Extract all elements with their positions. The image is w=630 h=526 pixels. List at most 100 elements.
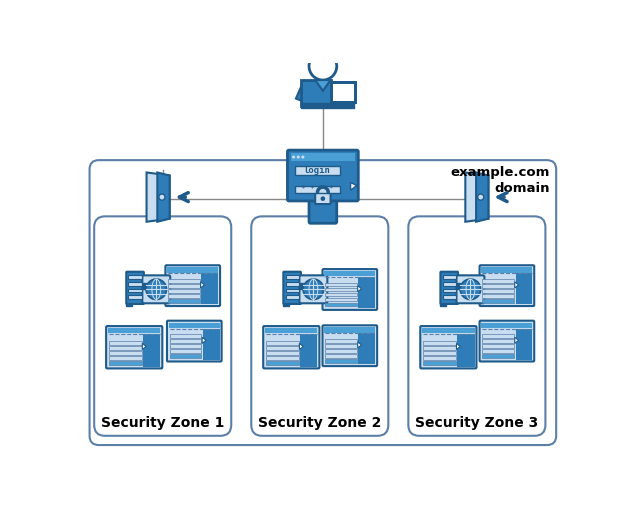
FancyBboxPatch shape (443, 276, 456, 279)
FancyBboxPatch shape (109, 346, 142, 350)
FancyBboxPatch shape (169, 354, 202, 358)
FancyBboxPatch shape (143, 282, 146, 289)
Polygon shape (457, 343, 461, 350)
FancyBboxPatch shape (126, 272, 144, 304)
Polygon shape (358, 342, 362, 348)
FancyBboxPatch shape (284, 272, 301, 304)
FancyBboxPatch shape (266, 346, 299, 350)
FancyBboxPatch shape (169, 344, 202, 348)
FancyBboxPatch shape (325, 302, 357, 307)
FancyBboxPatch shape (309, 171, 336, 223)
FancyBboxPatch shape (325, 354, 357, 358)
FancyBboxPatch shape (108, 328, 161, 333)
FancyBboxPatch shape (482, 339, 514, 343)
FancyBboxPatch shape (299, 275, 328, 304)
Polygon shape (466, 173, 488, 222)
FancyBboxPatch shape (94, 216, 231, 436)
FancyBboxPatch shape (443, 295, 456, 299)
FancyBboxPatch shape (482, 299, 514, 302)
FancyBboxPatch shape (423, 341, 455, 345)
FancyBboxPatch shape (129, 295, 142, 299)
FancyBboxPatch shape (168, 267, 218, 272)
Text: login: login (303, 166, 330, 175)
FancyBboxPatch shape (482, 279, 514, 282)
FancyBboxPatch shape (457, 275, 484, 304)
Circle shape (460, 279, 481, 299)
FancyBboxPatch shape (323, 269, 377, 310)
FancyBboxPatch shape (481, 267, 532, 272)
FancyBboxPatch shape (323, 325, 377, 366)
FancyBboxPatch shape (167, 321, 222, 361)
FancyBboxPatch shape (423, 351, 455, 355)
FancyBboxPatch shape (482, 354, 514, 358)
FancyBboxPatch shape (166, 265, 220, 306)
Polygon shape (142, 343, 146, 350)
Circle shape (159, 194, 165, 200)
FancyBboxPatch shape (285, 282, 299, 286)
FancyBboxPatch shape (287, 150, 358, 201)
FancyBboxPatch shape (129, 276, 142, 279)
FancyBboxPatch shape (295, 186, 340, 193)
Circle shape (309, 53, 336, 80)
Polygon shape (299, 343, 303, 350)
FancyBboxPatch shape (109, 341, 142, 345)
Polygon shape (158, 173, 169, 222)
FancyBboxPatch shape (324, 327, 375, 332)
FancyBboxPatch shape (423, 361, 455, 365)
FancyBboxPatch shape (325, 288, 357, 291)
FancyBboxPatch shape (324, 271, 375, 276)
Polygon shape (296, 86, 315, 103)
FancyBboxPatch shape (325, 292, 357, 297)
FancyBboxPatch shape (440, 303, 446, 306)
FancyBboxPatch shape (285, 295, 299, 299)
FancyBboxPatch shape (315, 191, 331, 204)
Polygon shape (476, 173, 488, 222)
FancyBboxPatch shape (325, 359, 357, 362)
FancyBboxPatch shape (479, 265, 534, 306)
FancyBboxPatch shape (203, 329, 220, 360)
FancyBboxPatch shape (301, 334, 318, 367)
Polygon shape (515, 282, 518, 288)
FancyBboxPatch shape (301, 282, 303, 289)
FancyBboxPatch shape (482, 284, 514, 288)
FancyBboxPatch shape (168, 279, 200, 282)
FancyBboxPatch shape (126, 303, 132, 306)
FancyBboxPatch shape (312, 174, 334, 181)
FancyBboxPatch shape (143, 334, 161, 367)
Text: * * * *: * * * * (301, 185, 333, 194)
FancyBboxPatch shape (89, 160, 556, 445)
FancyBboxPatch shape (482, 334, 514, 338)
FancyBboxPatch shape (106, 326, 163, 368)
FancyBboxPatch shape (325, 282, 357, 287)
FancyBboxPatch shape (129, 282, 142, 286)
FancyBboxPatch shape (325, 339, 357, 342)
FancyBboxPatch shape (482, 289, 514, 292)
Text: Security Zone 2: Security Zone 2 (258, 417, 382, 430)
FancyBboxPatch shape (457, 282, 460, 289)
Text: Security Zone 3: Security Zone 3 (415, 417, 539, 430)
FancyBboxPatch shape (325, 298, 357, 301)
FancyBboxPatch shape (422, 328, 474, 333)
Polygon shape (200, 282, 205, 288)
Circle shape (146, 279, 166, 299)
Polygon shape (147, 173, 169, 222)
FancyBboxPatch shape (168, 284, 200, 288)
Text: example.com
domain: example.com domain (450, 166, 550, 195)
FancyBboxPatch shape (284, 303, 289, 306)
FancyBboxPatch shape (408, 216, 546, 436)
Polygon shape (202, 337, 206, 343)
FancyBboxPatch shape (142, 275, 170, 304)
FancyBboxPatch shape (109, 351, 142, 355)
FancyBboxPatch shape (440, 272, 458, 304)
Polygon shape (301, 80, 331, 106)
FancyBboxPatch shape (482, 294, 514, 298)
FancyBboxPatch shape (169, 334, 202, 338)
FancyBboxPatch shape (515, 329, 532, 360)
Polygon shape (315, 80, 331, 91)
FancyBboxPatch shape (482, 344, 514, 348)
FancyBboxPatch shape (331, 82, 355, 102)
FancyBboxPatch shape (263, 326, 319, 368)
FancyBboxPatch shape (358, 333, 375, 364)
Circle shape (297, 156, 300, 159)
Polygon shape (515, 337, 518, 343)
